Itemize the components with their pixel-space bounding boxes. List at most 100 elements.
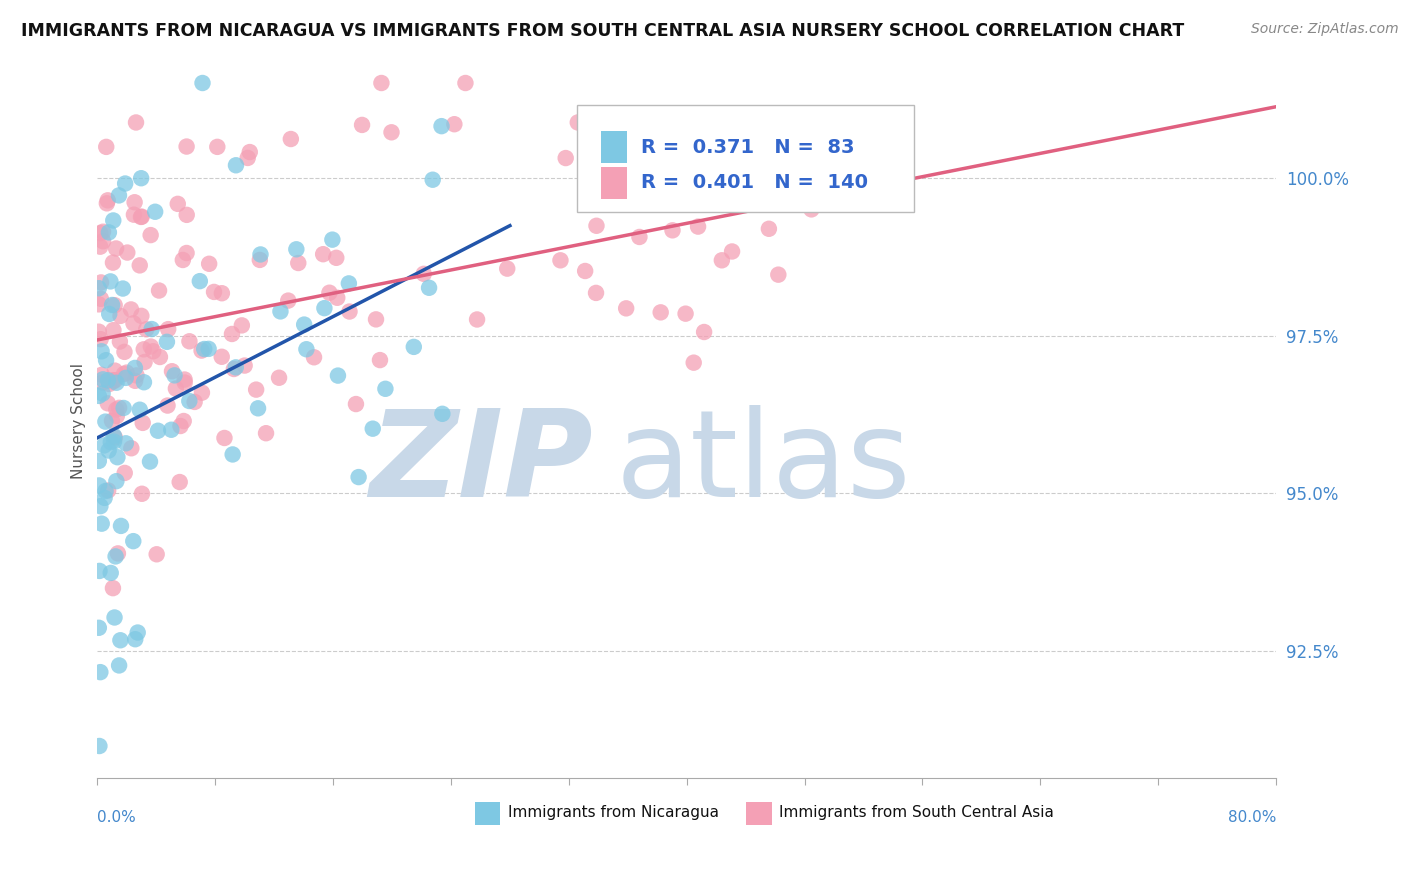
Point <box>179 394 201 409</box>
Point <box>160 364 183 378</box>
Text: Source: ZipAtlas.com: Source: ZipAtlas.com <box>1251 22 1399 37</box>
Point <box>89 240 111 254</box>
Point <box>143 204 166 219</box>
Point <box>91 225 114 239</box>
Point <box>176 139 198 153</box>
Point <box>344 397 367 411</box>
Point <box>139 339 162 353</box>
Point <box>496 261 519 276</box>
Point <box>239 145 262 159</box>
Point <box>172 252 194 267</box>
Point <box>108 401 131 415</box>
Point <box>104 373 127 387</box>
Point <box>97 396 120 410</box>
Point <box>321 233 343 247</box>
Point <box>104 298 127 312</box>
Point <box>101 255 124 269</box>
Point <box>337 277 360 291</box>
Point <box>211 350 233 364</box>
Point <box>231 318 253 333</box>
Point <box>149 350 172 364</box>
Point <box>432 407 454 421</box>
Point <box>374 382 396 396</box>
Point <box>554 151 576 165</box>
Point <box>142 344 165 359</box>
Point <box>325 251 347 265</box>
Point <box>156 334 179 349</box>
Point <box>103 213 125 227</box>
Point <box>89 499 111 513</box>
Point <box>104 363 127 377</box>
Point <box>156 399 179 413</box>
Point <box>191 76 214 90</box>
Point <box>682 356 704 370</box>
Point <box>117 245 139 260</box>
Point <box>418 281 440 295</box>
Point <box>122 208 145 222</box>
Point <box>93 491 115 505</box>
Point <box>94 483 117 498</box>
Point <box>211 286 233 301</box>
Point <box>710 253 733 268</box>
Point <box>176 208 198 222</box>
Point <box>100 435 122 450</box>
Point <box>128 402 150 417</box>
Point <box>115 366 138 380</box>
Point <box>280 132 302 146</box>
Point <box>233 359 256 373</box>
Point <box>267 370 290 384</box>
Point <box>236 151 259 165</box>
Point <box>114 371 136 385</box>
Point <box>122 534 145 549</box>
Point <box>129 210 152 224</box>
Point <box>380 125 402 139</box>
Point <box>214 431 236 445</box>
Point <box>368 353 391 368</box>
Point <box>110 519 132 533</box>
Point <box>134 355 156 369</box>
Point <box>97 226 120 240</box>
Point <box>361 422 384 436</box>
Point <box>287 256 309 270</box>
Point <box>318 285 340 300</box>
Point <box>686 219 709 234</box>
Point <box>197 342 219 356</box>
Point <box>169 419 191 434</box>
Point <box>94 415 117 429</box>
Point <box>87 478 110 492</box>
Point <box>550 253 572 268</box>
Point <box>101 581 124 595</box>
Point <box>160 423 183 437</box>
Point <box>139 454 162 468</box>
Point <box>90 344 112 359</box>
Point <box>96 140 118 154</box>
Point <box>402 340 425 354</box>
Point <box>104 430 127 444</box>
Point <box>87 621 110 635</box>
Point <box>101 298 124 312</box>
Point <box>567 115 589 129</box>
Point <box>103 610 125 624</box>
Point <box>725 111 748 125</box>
Point <box>105 376 128 390</box>
Point <box>628 230 651 244</box>
Point <box>638 180 661 194</box>
Point <box>97 373 120 387</box>
Point <box>125 368 148 383</box>
Point <box>141 322 163 336</box>
Point <box>97 443 120 458</box>
Point <box>139 228 162 243</box>
Point <box>249 247 271 261</box>
Point <box>90 276 112 290</box>
Point <box>146 424 169 438</box>
Point <box>169 475 191 489</box>
Point <box>127 625 149 640</box>
Point <box>631 106 654 120</box>
Point <box>110 309 132 323</box>
Point <box>225 158 247 172</box>
Point <box>430 119 453 133</box>
Point <box>114 177 136 191</box>
Point <box>97 194 120 208</box>
Point <box>91 376 114 390</box>
Point <box>347 470 370 484</box>
